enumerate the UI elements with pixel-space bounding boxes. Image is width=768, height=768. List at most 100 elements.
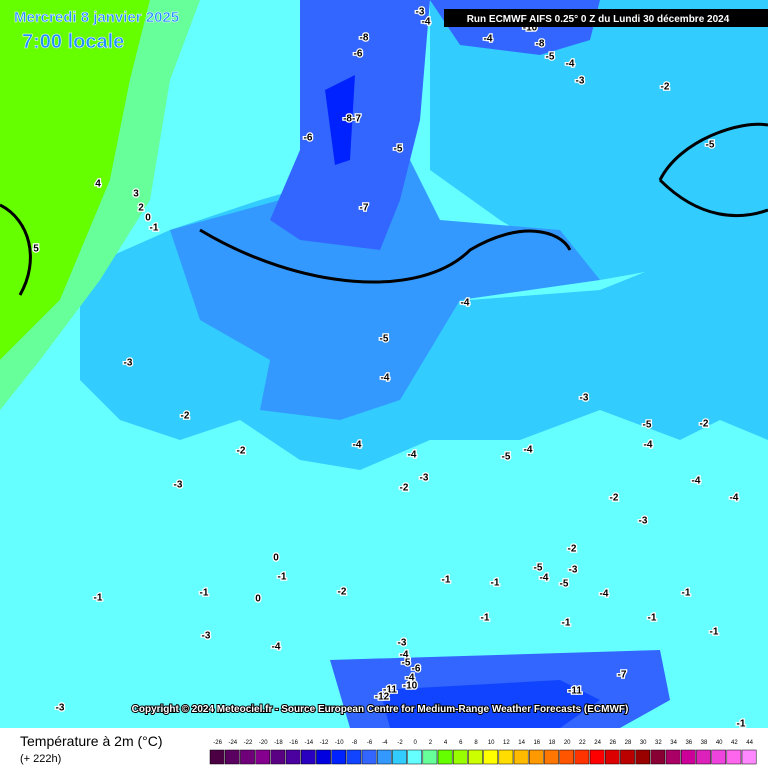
contour-label: -3 bbox=[202, 631, 211, 642]
contour-label: -3 bbox=[416, 7, 425, 18]
scale-tick-label: -6 bbox=[367, 740, 373, 746]
contour-label: 5 bbox=[33, 244, 39, 255]
region-zero bbox=[0, 0, 200, 410]
scale-swatch bbox=[635, 749, 651, 765]
run-label: Run ECMWF AIFS 0.25° 0 Z du Lundi 30 déc… bbox=[467, 14, 730, 25]
contour-label: -8 bbox=[360, 33, 369, 44]
contour-line bbox=[0, 203, 32, 296]
contour-label: -3 bbox=[124, 358, 133, 369]
scale-swatch bbox=[392, 749, 407, 765]
scale-tick-label: -24 bbox=[228, 740, 237, 746]
contour-line bbox=[199, 228, 572, 284]
contour-label: 4 bbox=[95, 179, 101, 190]
contour-label: -6 bbox=[304, 133, 313, 144]
scale-swatch bbox=[483, 749, 499, 765]
scale-tick-label: 40 bbox=[716, 740, 723, 746]
contour-label: -2 bbox=[181, 411, 190, 422]
scale-tick-label: 10 bbox=[488, 740, 495, 746]
contour-label: -5 bbox=[534, 563, 543, 574]
scale-swatch bbox=[255, 749, 271, 765]
contour-label: -4 bbox=[406, 673, 415, 684]
scale-tick-label: 24 bbox=[594, 740, 601, 746]
contour-label: -11 bbox=[383, 685, 397, 696]
contour-label: -6 bbox=[412, 664, 421, 675]
scale-tick-label: -22 bbox=[244, 740, 253, 746]
scale-swatch bbox=[696, 749, 711, 765]
contour-label: -2 bbox=[661, 82, 670, 93]
scale-tick-label: 30 bbox=[640, 740, 647, 746]
contour-label: -3 bbox=[639, 516, 648, 527]
scale-swatch bbox=[528, 749, 544, 765]
region-minus-8 bbox=[325, 75, 355, 165]
contour-label: -4 bbox=[381, 373, 390, 384]
contour-label: -3 bbox=[420, 473, 429, 484]
scale-swatch bbox=[513, 749, 529, 765]
scale-swatch bbox=[665, 749, 681, 765]
scale-swatch bbox=[331, 749, 347, 765]
scale-swatch bbox=[468, 749, 483, 765]
contour-label: -5 bbox=[402, 658, 411, 669]
scale-swatch bbox=[361, 749, 377, 765]
contour-label: -1 bbox=[737, 719, 746, 730]
contour-label: -1 bbox=[562, 618, 571, 629]
contour-label: -2 bbox=[237, 446, 246, 457]
scale-tick-label: 8 bbox=[474, 740, 478, 746]
contour-label: 0 bbox=[273, 553, 279, 564]
legend-title: Température à 2m (°C) bbox=[20, 733, 163, 749]
contour-label: -2 bbox=[400, 483, 409, 494]
scale-tick-label: -10 bbox=[335, 740, 344, 746]
scale-tick-label: -18 bbox=[274, 740, 283, 746]
contour-label: -3 bbox=[398, 638, 407, 649]
contour-label: -3 bbox=[569, 565, 578, 576]
scale-swatch bbox=[346, 749, 362, 765]
run-box bbox=[444, 9, 768, 27]
contour-label: -4 bbox=[422, 17, 431, 28]
contour-label: -1 bbox=[481, 613, 490, 624]
scale-swatch bbox=[209, 749, 225, 765]
contour-label: -4 bbox=[540, 573, 549, 584]
scale-tick-label: 4 bbox=[444, 740, 448, 746]
contour-label: -5 bbox=[394, 144, 403, 155]
scale-tick-label: 2 bbox=[429, 740, 433, 746]
scale-swatch bbox=[270, 749, 286, 765]
contour-label: -4 bbox=[400, 650, 409, 661]
contour-label: -8 bbox=[536, 39, 545, 50]
scale-tick-label: 0 bbox=[414, 740, 418, 746]
scale-tick-label: 26 bbox=[609, 740, 616, 746]
contour-label: -10 bbox=[403, 681, 418, 692]
scale-swatch bbox=[574, 749, 590, 765]
contour-label: -1 bbox=[150, 223, 159, 234]
scale-tick-label: -14 bbox=[304, 740, 313, 746]
contour-label: -8-7 bbox=[343, 114, 361, 125]
contour-label: -1 bbox=[94, 593, 103, 604]
contour-label: -5 bbox=[706, 140, 715, 151]
contour-labels: 4320-15-3-4-8-6-4-10-8-5-4-3-2-5-8-7-6-5… bbox=[32, 5, 747, 731]
scale-swatch bbox=[604, 749, 620, 765]
scale-tick-label: -26 bbox=[213, 740, 222, 746]
scale-tick-label: -20 bbox=[259, 740, 268, 746]
scale-tick-label: 36 bbox=[685, 740, 692, 746]
contour-label: 0 bbox=[145, 213, 151, 224]
contour-label: -12 bbox=[375, 692, 390, 703]
scale-swatch bbox=[741, 749, 757, 765]
contour-label: -4 bbox=[484, 34, 493, 45]
contour-label: -3 bbox=[576, 76, 585, 87]
scale-swatch bbox=[711, 749, 727, 765]
contour-label: 2 bbox=[138, 203, 144, 214]
contour-label: -2 bbox=[610, 493, 619, 504]
scale-swatch bbox=[680, 749, 696, 765]
scale-tick-label: 16 bbox=[533, 740, 540, 746]
contour-label: -1 bbox=[710, 627, 719, 638]
scale-tick-label: 38 bbox=[701, 740, 708, 746]
scale-swatch bbox=[224, 749, 240, 765]
contour-label: -5 bbox=[380, 334, 389, 345]
scale-swatch bbox=[559, 749, 575, 765]
contour-label: -7 bbox=[618, 670, 627, 681]
scale-swatch bbox=[316, 749, 331, 765]
contour-label: -4 bbox=[353, 440, 362, 451]
contour-label: -6 bbox=[354, 49, 363, 60]
contour-label: -4 bbox=[461, 298, 470, 309]
scale-tick-label: 44 bbox=[746, 740, 753, 746]
scale-swatch bbox=[589, 749, 605, 765]
